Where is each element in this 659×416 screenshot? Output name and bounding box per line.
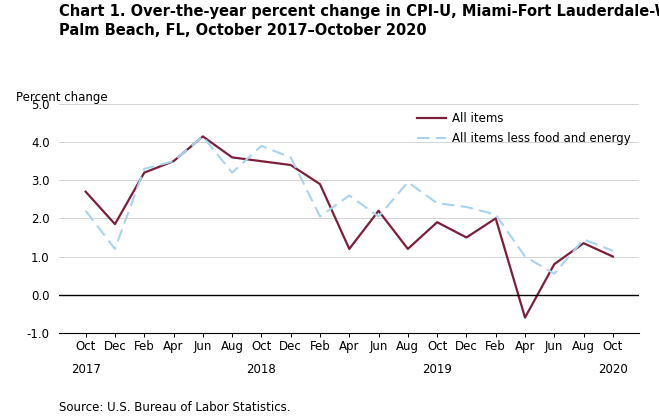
Line: All items: All items xyxy=(86,136,613,317)
All items less food and energy xyxy=(82,208,90,213)
All items xyxy=(521,315,529,320)
All items less food and energy xyxy=(374,214,382,219)
All items less food and energy xyxy=(228,170,236,175)
All items xyxy=(492,216,500,221)
All items xyxy=(463,235,471,240)
All items xyxy=(580,241,588,246)
All items less food and energy xyxy=(140,166,148,171)
Text: 2019: 2019 xyxy=(422,363,452,376)
All items less food and energy xyxy=(345,193,353,198)
All items xyxy=(140,170,148,175)
Text: Percent change: Percent change xyxy=(16,91,107,104)
All items xyxy=(287,163,295,168)
All items less food and energy xyxy=(169,158,177,163)
All items xyxy=(404,246,412,251)
All items less food and energy xyxy=(316,214,324,219)
Text: 2017: 2017 xyxy=(71,363,101,376)
All items xyxy=(550,262,558,267)
All items less food and energy xyxy=(111,246,119,251)
All items less food and energy xyxy=(258,144,266,149)
All items xyxy=(228,155,236,160)
Text: Chart 1. Over-the-year percent change in CPI-U, Miami-Fort Lauderdale-West
Palm : Chart 1. Over-the-year percent change in… xyxy=(59,4,659,38)
All items less food and energy xyxy=(492,212,500,217)
All items less food and energy xyxy=(199,134,207,139)
All items less food and energy xyxy=(550,271,558,276)
All items xyxy=(199,134,207,139)
All items less food and energy xyxy=(609,248,617,253)
All items xyxy=(374,208,382,213)
All items xyxy=(111,222,119,227)
All items xyxy=(345,246,353,251)
All items xyxy=(316,182,324,187)
All items less food and energy xyxy=(287,155,295,160)
Text: 2020: 2020 xyxy=(598,363,628,376)
All items less food and energy xyxy=(404,180,412,185)
Text: Source: U.S. Bureau of Labor Statistics.: Source: U.S. Bureau of Labor Statistics. xyxy=(59,401,291,414)
Text: 2018: 2018 xyxy=(246,363,276,376)
Legend: All items, All items less food and energy: All items, All items less food and energ… xyxy=(415,110,633,148)
All items less food and energy xyxy=(463,205,471,210)
All items xyxy=(433,220,441,225)
Line: All items less food and energy: All items less food and energy xyxy=(86,136,613,274)
All items xyxy=(169,158,177,163)
All items xyxy=(82,189,90,194)
All items less food and energy xyxy=(580,237,588,242)
All items xyxy=(258,158,266,163)
All items less food and energy xyxy=(521,254,529,259)
All items less food and energy xyxy=(433,201,441,206)
All items xyxy=(609,254,617,259)
